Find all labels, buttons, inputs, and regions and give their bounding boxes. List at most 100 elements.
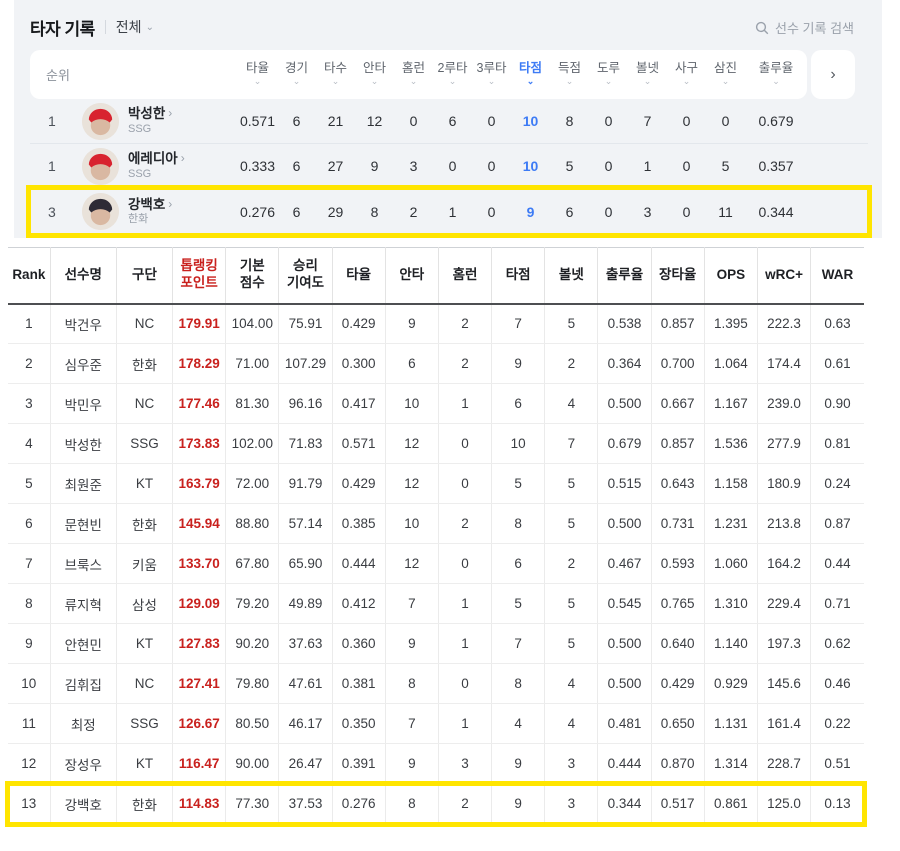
player-name[interactable]: 에레디아 — [128, 151, 178, 167]
ranking-cell: 5 — [491, 463, 546, 504]
top-column-header-2[interactable]: 타수 ⌄ — [316, 61, 355, 87]
sort-chevron-icon: ⌄ — [331, 75, 340, 86]
column-label: 사구 — [674, 61, 698, 76]
stat-value: 9 — [370, 158, 379, 174]
top-column-header-10[interactable]: 볼넷 ⌄ — [628, 61, 667, 87]
ranking-cell: 0.300 — [332, 343, 386, 384]
ranking-table-head: Rank 선수명 구단 톱랭킹 포인트 기본 점수 승리 기여도 타율 안타 홈런 타점 볼넷 출루율… — [8, 247, 864, 305]
top-column-header-5[interactable]: 2루타 ⌄ — [433, 61, 472, 87]
ranking-cell: 12 — [385, 543, 439, 584]
column-label: 경기 — [284, 61, 308, 76]
ranking-column-header-2: 구단 — [116, 247, 174, 305]
ranking-cell: 0.731 — [651, 503, 705, 544]
ranking-cell: 10 — [8, 663, 51, 704]
player-record-search[interactable]: 선수 기록 검색 — [755, 18, 854, 37]
stat-value: 6 — [292, 203, 301, 220]
column-label: 출루율 — [758, 61, 794, 76]
ranking-cell: 0.857 — [651, 303, 705, 344]
ranking-cell: 65.90 — [278, 543, 333, 584]
ranking-cell: 49.89 — [278, 583, 333, 624]
ranking-column-header-10: 볼넷 — [544, 247, 599, 305]
top-column-header-9[interactable]: 도루 ⌄ — [589, 61, 628, 87]
ranking-cell: 2 — [8, 343, 51, 384]
top-column-header-11[interactable]: 사구 ⌄ — [667, 61, 706, 87]
stat-value: 0 — [682, 203, 691, 220]
ranking-cell: 1.536 — [704, 423, 758, 464]
sort-chevron-icon: ⌄ — [526, 75, 535, 86]
ranking-table-row: 13 강백호 한화 114.83 77.30 37.53 0.276 8 2 9 3 0.344 0.5… — [5, 780, 867, 827]
ranking-cell: 6 — [491, 383, 546, 424]
ranking-cell: 3 — [544, 783, 599, 824]
ranking-cell: 0.861 — [704, 783, 758, 824]
ranking-cell: 173.83 — [172, 423, 227, 464]
ranking-cell: 문현빈 — [50, 503, 117, 544]
ranking-cell: 102.00 — [225, 423, 280, 464]
ranking-cell: 1.140 — [704, 623, 758, 664]
ranking-cell: 0.364 — [597, 343, 652, 384]
ranking-cell: 0.417 — [332, 383, 386, 424]
top-column-header-1[interactable]: 경기 ⌄ — [277, 61, 316, 87]
player-name[interactable]: 박성한 — [128, 106, 166, 122]
ranking-cell: 키움 — [116, 543, 174, 584]
sort-chevron-icon: ⌄ — [370, 75, 379, 86]
ranking-cell: 0.857 — [651, 423, 705, 464]
sort-chevron-icon: ⌄ — [565, 75, 574, 86]
ranking-cell: 2 — [438, 503, 493, 544]
next-columns-button[interactable]: › — [811, 50, 855, 99]
ranking-cell: 164.2 — [757, 543, 812, 584]
ranking-cell: 8 — [491, 503, 546, 544]
top-table-row[interactable]: 1 에레디아 › SSG 0.333 6 27 9 3 0 0 10 5 0 1 0 5 0.357 — [30, 144, 868, 189]
ranking-cell: 13 — [8, 783, 51, 824]
stat-value: 0.344 — [758, 203, 794, 220]
ranking-cell: 7 — [385, 583, 439, 624]
stat-value: 6 — [292, 113, 301, 129]
ranking-cell: 0.276 — [332, 783, 386, 824]
ranking-cell: 0.571 — [332, 423, 386, 464]
ranking-cell: 5 — [544, 463, 599, 504]
ranking-cell: 7 — [8, 543, 51, 584]
filter-dropdown[interactable]: 전체 ⌄ — [116, 17, 154, 37]
column-label: 볼넷 — [635, 61, 659, 76]
player-name[interactable]: 강백호 — [128, 196, 166, 212]
ranking-column-header-4: 기본 점수 — [225, 247, 280, 305]
ranking-cell: 47.61 — [278, 663, 333, 704]
ranking-cell: 1.060 — [704, 543, 758, 584]
ranking-cell: 0 — [438, 663, 493, 704]
top-column-header-8[interactable]: 득점 ⌄ — [550, 61, 589, 87]
ranking-cell: KT — [116, 623, 174, 664]
ranking-cell: 7 — [491, 623, 546, 664]
top-column-header-0[interactable]: 타율 ⌄ — [238, 61, 277, 87]
sort-chevron-icon: ⌄ — [682, 75, 691, 86]
stat-value: 0.679 — [758, 113, 794, 129]
stat-value: 0 — [487, 158, 496, 174]
top-column-header-4[interactable]: 홈런 ⌄ — [394, 61, 433, 87]
top-table-row[interactable]: 1 박성한 › SSG 0.571 6 21 12 0 6 0 10 8 0 7 0 0 0.679 — [30, 99, 868, 144]
ranking-cell: 10 — [385, 383, 439, 424]
ranking-cell: 2 — [438, 783, 493, 824]
ranking-cell: 127.41 — [172, 663, 227, 704]
ranking-cell: 79.80 — [225, 663, 280, 704]
top-table-row[interactable]: 3 강백호 › 한화 0.276 6 29 8 2 1 0 9 6 0 3 0 11 0.344 — [26, 185, 872, 238]
ranking-cell: 0.700 — [651, 343, 705, 384]
stat-value: 0 — [682, 113, 691, 129]
ranking-cell: 0.391 — [332, 743, 386, 784]
ranking-cell: 5 — [544, 303, 599, 344]
ranking-cell: 177.46 — [172, 383, 227, 424]
top-column-header-6[interactable]: 3루타 ⌄ — [472, 61, 511, 87]
ranking-cell: 0.929 — [704, 663, 758, 704]
ranking-column-header-1: 선수명 — [50, 247, 117, 305]
top-column-header-3[interactable]: 안타 ⌄ — [355, 61, 394, 87]
top-column-header-12[interactable]: 삼진 ⌄ — [706, 61, 745, 87]
stat-value: 0 — [487, 113, 496, 129]
top-column-header-13[interactable]: 출루율 ⌄ — [745, 61, 807, 87]
chevron-down-icon: ⌄ — [145, 21, 154, 33]
stat-value: 9 — [526, 203, 535, 220]
ranking-cell: 1.314 — [704, 743, 758, 784]
ranking-cell: 37.53 — [278, 783, 333, 824]
ranking-cell: 4 — [544, 383, 599, 424]
ranking-cell: 79.20 — [225, 583, 280, 624]
player-cell: 에레디아 › SSG — [82, 147, 238, 185]
ranking-table-row: 10 김휘집 NC 127.41 79.80 47.61 0.381 8 0 8 4 0.500 0.4… — [8, 663, 864, 704]
ranking-cell: 0.765 — [651, 583, 705, 624]
top-column-header-7[interactable]: 타점 ⌄ — [511, 61, 550, 87]
